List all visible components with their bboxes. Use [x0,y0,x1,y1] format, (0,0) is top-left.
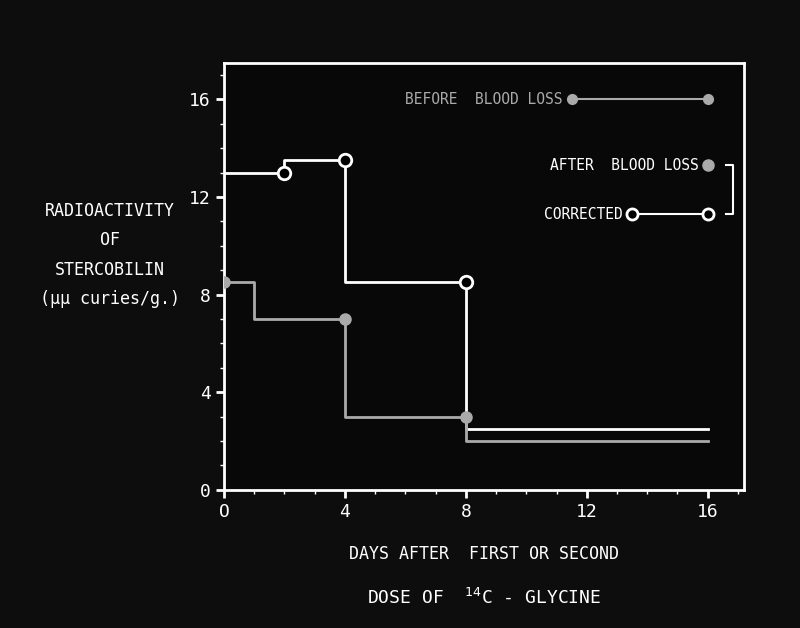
Text: AFTER  BLOOD LOSS: AFTER BLOOD LOSS [550,158,698,173]
Text: RADIOACTIVITY
OF
STERCOBILIN
(μμ curies/g.): RADIOACTIVITY OF STERCOBILIN (μμ curies/… [40,202,180,308]
Text: CORRECTED: CORRECTED [544,207,623,222]
Text: DOSE OF  $^{14}$C - GLYCINE: DOSE OF $^{14}$C - GLYCINE [367,588,601,608]
Text: BEFORE  BLOOD LOSS: BEFORE BLOOD LOSS [405,92,562,107]
Text: DAYS AFTER  FIRST OR SECOND: DAYS AFTER FIRST OR SECOND [349,545,619,563]
